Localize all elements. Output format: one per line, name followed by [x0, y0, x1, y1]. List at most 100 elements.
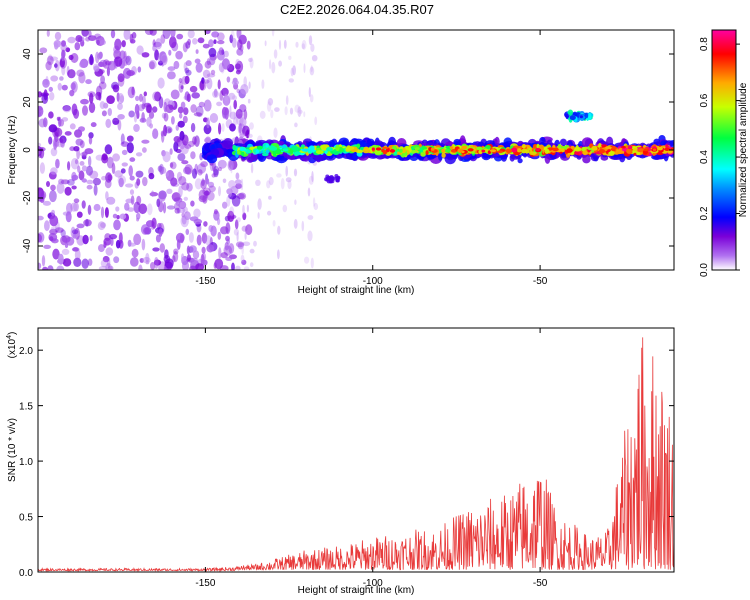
heatmap-cell: [295, 41, 299, 48]
heatmap-cell: [163, 124, 168, 137]
heatmap-cell: [87, 258, 93, 266]
heatmap-cell: [611, 148, 616, 152]
heatmap-cell: [311, 171, 314, 183]
heatmap-cell: [173, 136, 181, 143]
heatmap-cell: [169, 36, 177, 49]
heatmap-cell: [116, 92, 120, 102]
heatmap-cell: [119, 50, 126, 60]
heatmap-cell: [326, 147, 333, 152]
heatmap-cell: [129, 175, 135, 181]
heatmap-cell: [66, 202, 73, 214]
heatmap-cell: [235, 241, 245, 248]
heatmap-cell: [186, 182, 193, 192]
heatmap-cell: [652, 148, 657, 152]
heatmap-cell: [88, 136, 93, 145]
heatmap-cell: [236, 232, 239, 242]
heatmap-cell: [73, 257, 82, 267]
heatmap-cell: [151, 217, 157, 229]
heatmap-cell: [239, 147, 246, 152]
heatmap-cell: [159, 243, 165, 253]
heatmap-cell: [67, 69, 76, 79]
heatmap-cell: [112, 153, 120, 162]
heatmap-cell: [204, 235, 212, 246]
heatmap-cell: [288, 78, 294, 83]
heatmap-cell: [99, 101, 106, 110]
heatmap-cell: [245, 130, 250, 139]
heatmap-cell: [41, 93, 49, 104]
heatmap-cell: [205, 178, 210, 185]
heatmap-cell: [48, 124, 58, 133]
heatmap-cell: [192, 168, 197, 179]
heatmap-cell: [154, 257, 159, 269]
heatmap-cell: [202, 259, 208, 266]
heatmap-cell: [229, 206, 235, 217]
x-tick-label: -50: [533, 276, 548, 287]
heatmap-cell: [311, 55, 318, 62]
heatmap-cell: [485, 145, 491, 150]
heatmap-cell: [61, 49, 66, 59]
heatmap-cell: [248, 57, 253, 63]
heatmap-cell: [107, 60, 116, 71]
heatmap-cell: [566, 148, 573, 153]
heatmap-cell: [261, 79, 265, 89]
heatmap-cell: [249, 262, 254, 268]
heatmap-cell: [216, 32, 225, 41]
heatmap-cell: [203, 99, 212, 112]
heatmap-cell: [219, 90, 224, 101]
heatmap-cell: [42, 78, 50, 88]
heatmap-cell: [152, 128, 159, 139]
heatmap-cell: [101, 154, 109, 164]
heatmap-cell: [216, 101, 223, 107]
heatmap-cell: [65, 47, 71, 53]
heatmap-cell: [158, 201, 164, 213]
heatmap-cell: [264, 40, 267, 47]
heatmap-cell: [117, 93, 125, 104]
heatmap-cell: [38, 233, 42, 243]
heatmap-cell: [105, 263, 112, 270]
heatmap-cell: [210, 69, 216, 75]
snr-plot-area: [38, 328, 674, 572]
heatmap-cell: [181, 76, 189, 85]
heatmap-cell: [310, 65, 313, 73]
heatmap-cell: [93, 203, 101, 212]
heatmap-cell: [159, 163, 164, 176]
heatmap-cell: [521, 148, 527, 154]
heatmap-cell: [133, 111, 138, 123]
heatmap-cell: [90, 122, 97, 128]
heatmap-cell: [313, 153, 325, 162]
heatmap-cell: [363, 146, 369, 152]
heatmap-cell: [218, 247, 222, 259]
heatmap-cell: [70, 82, 76, 91]
heatmap-cell: [126, 70, 135, 76]
heatmap-cell: [107, 257, 111, 269]
heatmap-cell: [187, 38, 192, 46]
heatmap-cell: [195, 62, 203, 73]
heatmap-cell: [128, 110, 135, 118]
heatmap-cell: [69, 123, 76, 130]
heatmap-cell: [133, 124, 140, 132]
heatmap-cell: [243, 76, 247, 88]
heatmap-cell: [206, 244, 215, 253]
heatmap-cell: [301, 43, 305, 50]
heatmap-cell: [80, 98, 89, 105]
heatmap-cell: [121, 162, 128, 167]
heatmap-cell: [106, 156, 114, 169]
heatmap-cell: [533, 144, 538, 149]
heatmap-cell: [117, 102, 123, 110]
heatmap-cell: [120, 141, 129, 147]
heatmap-cell: [561, 148, 565, 153]
heatmap-cell: [239, 133, 245, 138]
heatmap-cell: [282, 148, 289, 152]
heatmap-cell: [328, 179, 333, 184]
heatmap-cell: [71, 185, 77, 190]
heatmap-cell: [335, 178, 340, 182]
heatmap-cell: [294, 122, 298, 128]
x-tick-label: -150: [195, 578, 215, 589]
heatmap-cell: [298, 109, 303, 114]
heatmap-cell: [297, 106, 302, 118]
heatmap-cell: [567, 109, 574, 116]
heatmap-cell: [88, 132, 94, 139]
heatmap-cell: [227, 210, 235, 222]
heatmap-cell: [371, 147, 375, 151]
heatmap-cell: [69, 89, 75, 97]
